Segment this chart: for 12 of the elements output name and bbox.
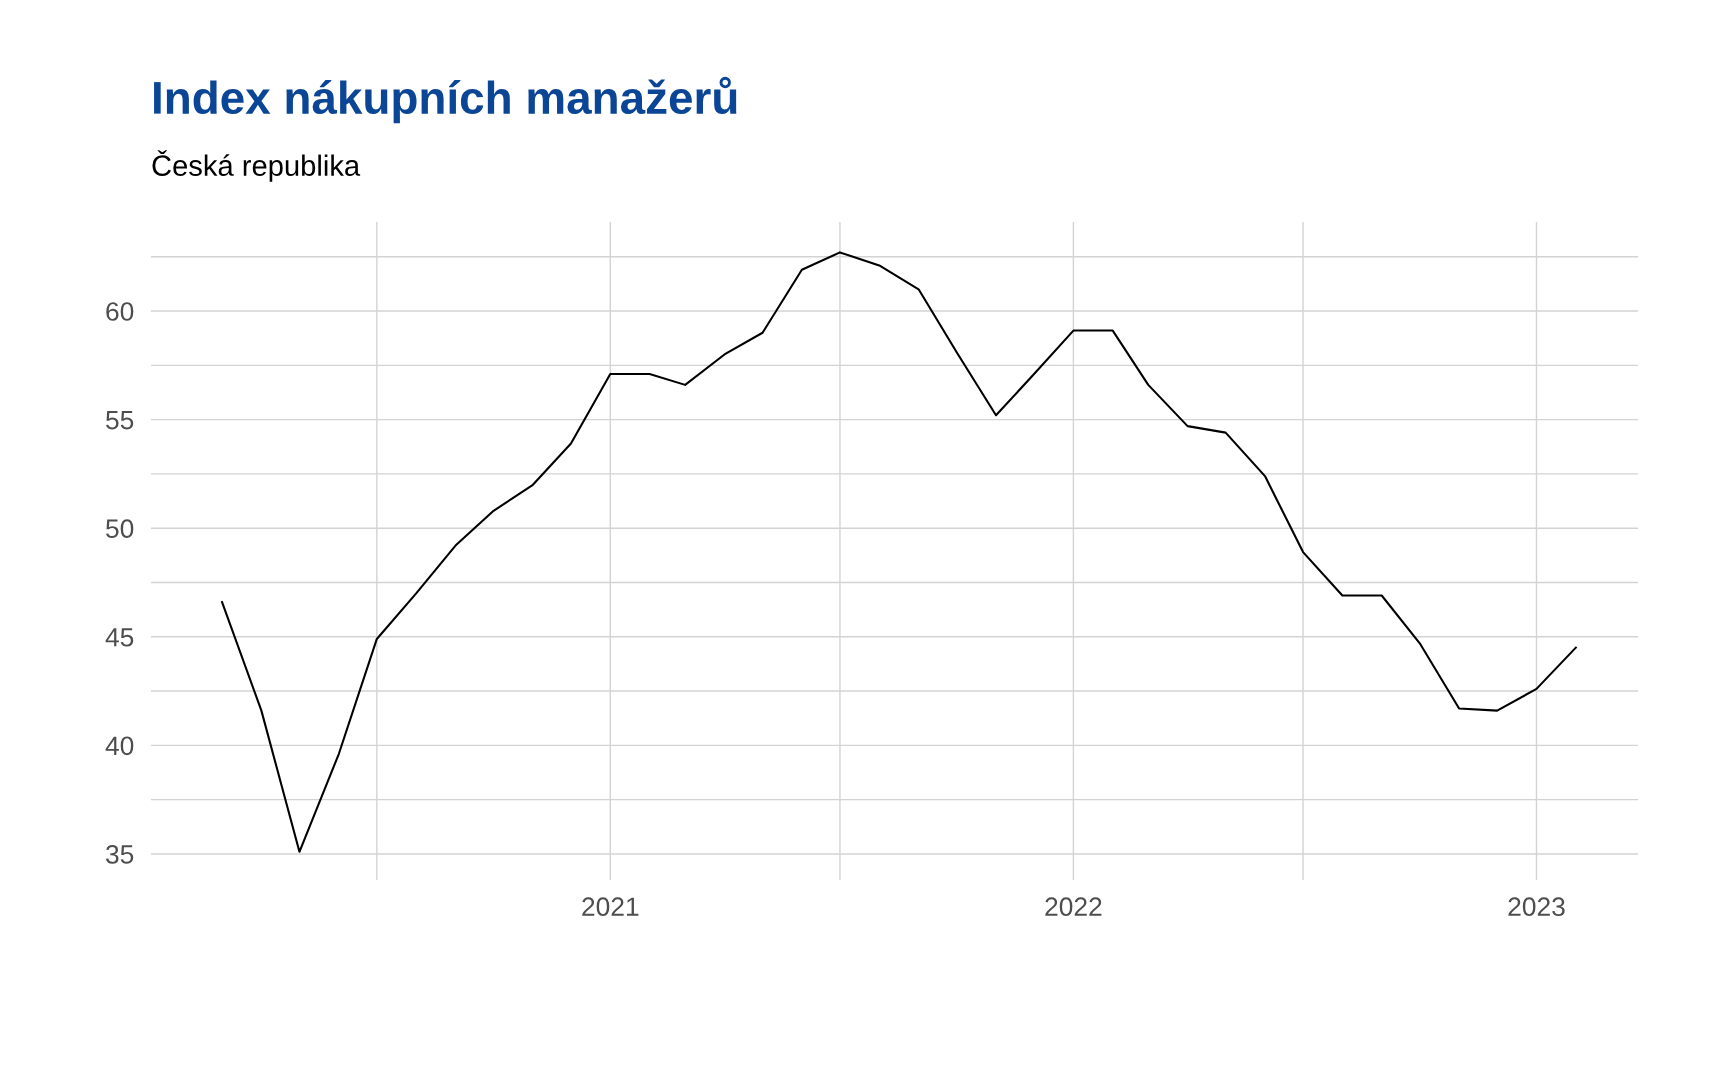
y-tick-label: 60	[106, 302, 134, 321]
x-tick-label: 2023	[1508, 897, 1565, 917]
x-tick-label: 2022	[1045, 897, 1102, 917]
y-tick-label: 55	[106, 411, 134, 430]
x-tick-label: 2021	[582, 897, 639, 917]
chart-subtitle: Česká republika	[152, 150, 361, 182]
y-tick-label: 35	[105, 845, 134, 864]
y-tick-label: 40	[105, 736, 134, 756]
y-tick-label: 50	[106, 519, 134, 539]
line-series	[221, 251, 1577, 853]
y-tick-label: 45	[105, 628, 134, 647]
chart-title: Index nákupních manažerů	[154, 76, 737, 124]
